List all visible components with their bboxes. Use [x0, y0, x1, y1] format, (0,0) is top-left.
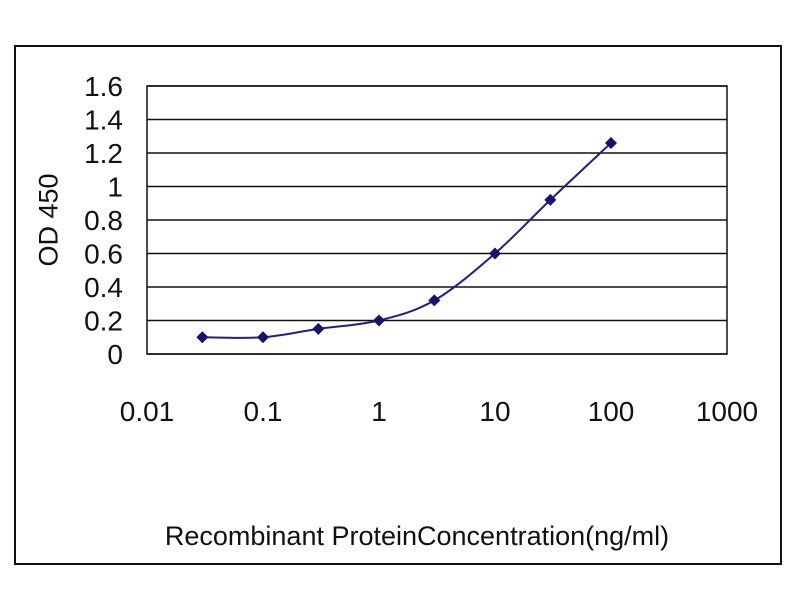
x-tick-label: 100 — [588, 396, 635, 427]
y-tick-label: 0.2 — [84, 306, 123, 337]
y-tick-labels: 00.20.40.60.811.21.41.6 — [84, 71, 123, 370]
y-tick-label: 1.4 — [84, 105, 123, 136]
data-point — [196, 331, 209, 344]
data-point — [489, 247, 501, 260]
data-point — [257, 331, 269, 344]
x-tick-labels: 0.01 0.1 1 10 100 1000 — [120, 396, 758, 427]
data-point — [605, 136, 617, 149]
y-tick-label: 1.2 — [84, 138, 123, 169]
y-tick-label: 0.8 — [84, 205, 123, 236]
data-point — [428, 294, 441, 307]
data-point — [312, 322, 325, 335]
x-tick-label: 0.01 — [120, 396, 175, 427]
x-axis-title: Recombinant ProteinConcentration(ng/ml) — [165, 521, 669, 551]
x-tick-label: 10 — [479, 396, 510, 427]
y-axis-title: OD 450 — [33, 173, 63, 266]
x-tick-label: 0.1 — [244, 396, 283, 427]
x-tick-label: 1 — [371, 396, 387, 427]
y-tick-label: 0.4 — [84, 272, 123, 303]
y-tick-label: 0 — [107, 339, 123, 370]
x-tick-label: 1000 — [696, 396, 758, 427]
y-tick-label: 1 — [107, 172, 123, 203]
data-point — [544, 193, 557, 206]
data-points — [196, 136, 617, 344]
data-point — [373, 314, 385, 327]
y-tick-label: 1.6 — [84, 71, 123, 102]
y-tick-label: 0.6 — [84, 239, 123, 270]
grid-lines — [147, 85, 727, 355]
